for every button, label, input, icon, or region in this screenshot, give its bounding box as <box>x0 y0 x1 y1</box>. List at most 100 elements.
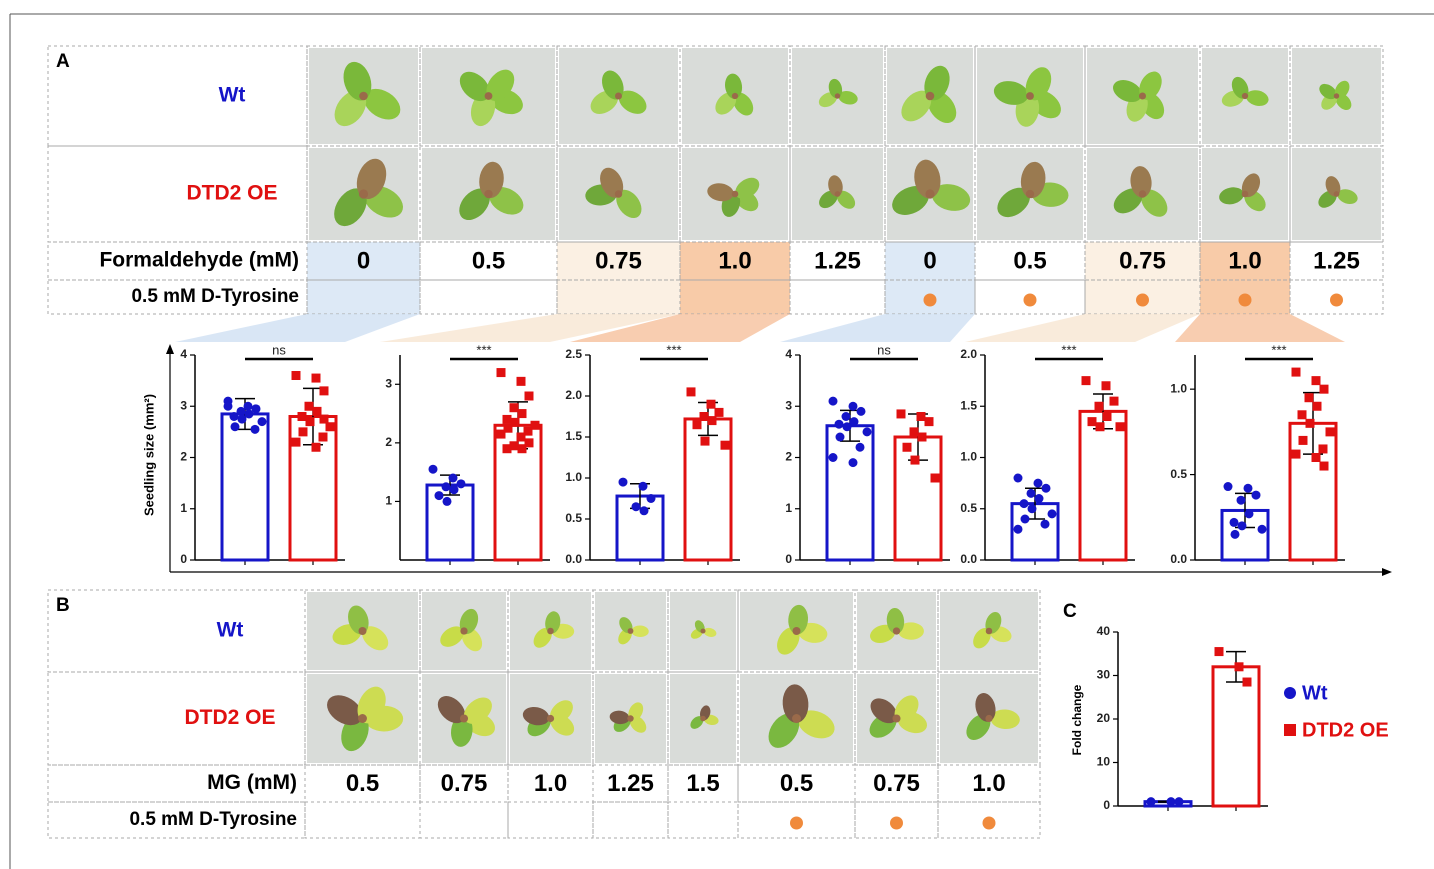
y-tick-label: 0 <box>1103 798 1110 812</box>
data-point <box>1035 494 1044 503</box>
data-point <box>1021 515 1030 524</box>
concentration: 0.5 <box>472 247 505 274</box>
stem <box>985 715 992 722</box>
data-point <box>632 502 641 511</box>
data-point <box>829 397 838 406</box>
bar <box>827 426 873 560</box>
bar <box>427 485 473 560</box>
data-point <box>449 474 458 483</box>
y-tick-label: 1.0 <box>565 470 582 484</box>
data-point <box>1167 797 1176 806</box>
y-tick-label: 2.0 <box>960 347 977 361</box>
y-tick-label: 0.5 <box>960 501 977 515</box>
supplement-dot <box>1239 294 1252 307</box>
data-point <box>1235 662 1244 671</box>
y-tick-label: 20 <box>1097 711 1111 725</box>
y-tick-label: 0.0 <box>565 552 582 566</box>
data-point <box>1028 504 1037 513</box>
data-point <box>497 430 506 439</box>
stem <box>1334 93 1339 98</box>
stem <box>732 93 738 99</box>
data-point <box>1027 489 1036 498</box>
data-point <box>258 417 267 426</box>
data-point <box>312 374 321 383</box>
data-point <box>1082 376 1091 385</box>
data-point <box>457 479 466 488</box>
data-point <box>518 409 527 418</box>
y-tick-label: 40 <box>1097 624 1111 638</box>
figure: AWtDTD2 OEFormaldehyde (mM)0.5 mM D-Tyro… <box>0 0 1434 869</box>
data-point <box>619 478 628 487</box>
data-point <box>836 433 845 442</box>
y-tick-label: 0.0 <box>1170 552 1187 566</box>
supplement-dot <box>1024 294 1037 307</box>
treatment-label: MG (mM) <box>207 771 297 794</box>
data-point <box>1014 525 1023 534</box>
data-point <box>1020 499 1029 508</box>
data-point <box>1034 479 1043 488</box>
y-tick-label: 1.5 <box>565 429 582 443</box>
data-point <box>931 474 940 483</box>
row-label: Wt <box>219 84 246 107</box>
data-point <box>708 416 717 425</box>
concentration: 0.75 <box>873 770 920 797</box>
data-point <box>1244 484 1253 493</box>
stem <box>358 714 367 723</box>
y-axis-label: Fold change <box>1070 684 1084 755</box>
stem <box>1139 92 1146 99</box>
data-point <box>1305 393 1314 402</box>
y-tick-label: 3 <box>180 398 187 412</box>
data-point <box>224 402 233 411</box>
data-point <box>1230 518 1239 527</box>
data-point <box>687 387 696 396</box>
data-point <box>292 371 301 380</box>
concentration: 1.25 <box>1313 247 1360 274</box>
data-point <box>639 482 648 491</box>
data-point <box>1319 444 1328 453</box>
stem <box>835 191 841 197</box>
data-point <box>842 412 851 421</box>
data-point <box>1215 647 1224 656</box>
row-label: DTD2 OE <box>184 706 275 729</box>
bar <box>1213 667 1259 806</box>
stem <box>835 93 840 98</box>
stem <box>627 715 633 721</box>
data-point <box>640 506 649 515</box>
supplement-dot <box>924 294 937 307</box>
panel-label: B <box>56 595 70 616</box>
data-point <box>843 422 852 431</box>
row-label: DTD2 OE <box>186 182 277 205</box>
data-point <box>497 368 506 377</box>
data-point <box>230 412 239 421</box>
panel-label: C <box>1063 601 1077 622</box>
data-point <box>292 438 301 447</box>
stem <box>460 627 467 634</box>
concentration: 1.25 <box>607 770 654 797</box>
data-point <box>911 456 920 465</box>
data-point <box>857 407 866 416</box>
data-point <box>1320 385 1329 394</box>
stem <box>1242 191 1249 198</box>
concentration: 0.5 <box>780 770 813 797</box>
data-point <box>701 437 710 446</box>
significance: *** <box>1271 342 1286 357</box>
data-point <box>1312 376 1321 385</box>
data-point <box>1243 678 1252 687</box>
data-point <box>298 412 307 421</box>
data-point <box>429 465 438 474</box>
data-point <box>517 433 526 442</box>
stem <box>359 627 367 635</box>
stem <box>892 714 900 722</box>
row-label: Wt <box>217 619 244 642</box>
data-point <box>897 409 906 418</box>
y-tick-label: 2 <box>180 450 187 464</box>
data-point <box>251 425 260 434</box>
data-point <box>1326 427 1335 436</box>
data-point <box>1298 410 1307 419</box>
y-tick-label: 2 <box>385 435 392 449</box>
data-point <box>299 427 308 436</box>
data-point <box>319 433 328 442</box>
data-point <box>320 415 329 424</box>
stem <box>925 189 934 198</box>
data-point <box>1147 797 1156 806</box>
